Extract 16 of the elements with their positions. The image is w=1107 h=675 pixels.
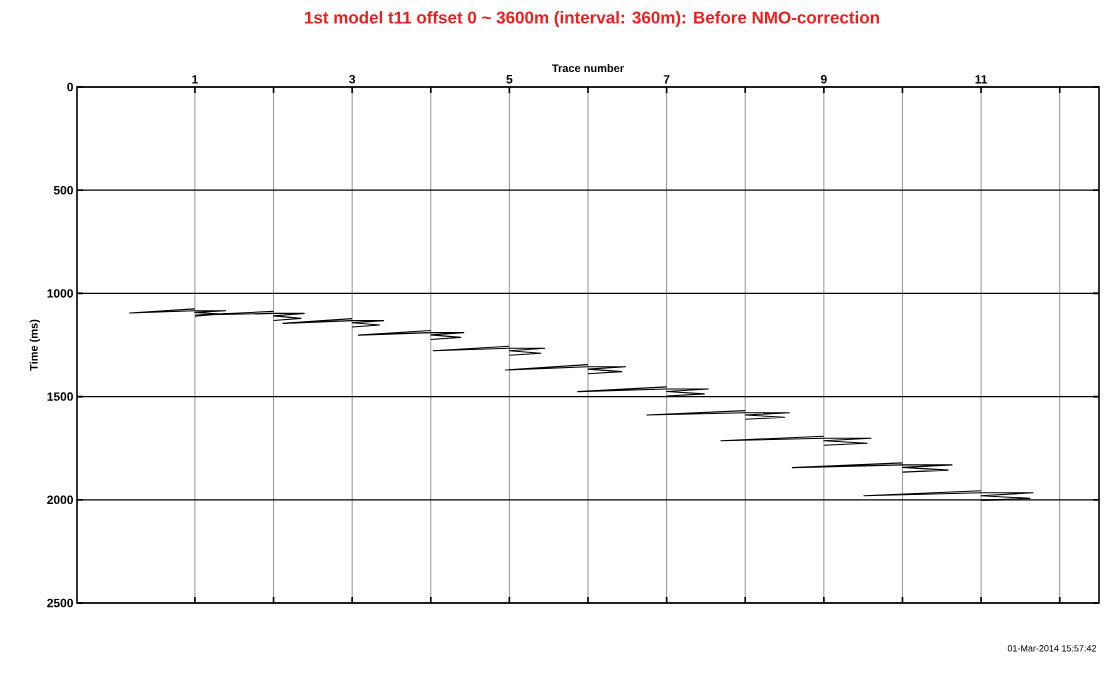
y-tick-label: 2000 (47, 495, 73, 505)
chart-title: 1st model t11 offset 0 ~ 3600m (interval: 360m): Before NMO-correction (305, 11, 879, 27)
y-tick-label: 500 (53, 185, 73, 195)
y-axis-title: Time (ms) (29, 319, 40, 371)
y-tick-label: 1500 (47, 392, 73, 401)
x-tick-label: 9 (820, 74, 827, 84)
x-tick-label: 3 (349, 74, 356, 84)
x-tick-label: 11 (975, 75, 988, 84)
x-tick-label: 7 (663, 75, 670, 84)
x-tick-label: 5 (506, 75, 513, 84)
text: 01-Mar-2014 15:57:42 (1007, 645, 1096, 652)
y-tick-label: 1000 (47, 289, 73, 298)
x-axis-title: Trace number (552, 64, 624, 73)
y-tick-label: 2500 (47, 598, 73, 608)
x-tick-label: 1 (192, 75, 198, 84)
y-tick-label: 0 (67, 82, 73, 92)
